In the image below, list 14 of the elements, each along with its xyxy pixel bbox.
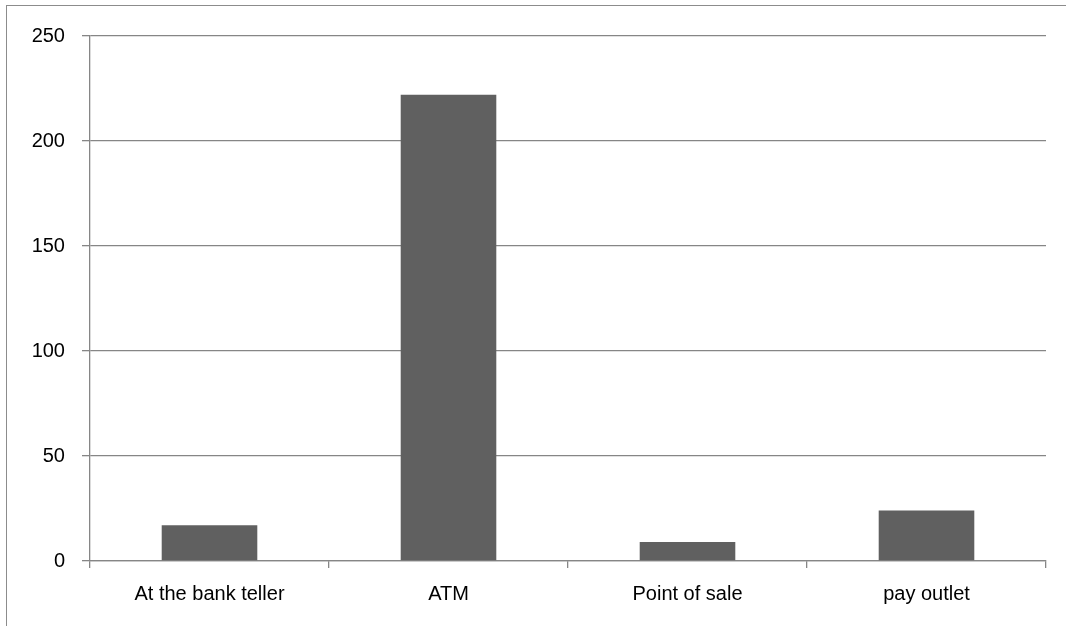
x-tick-label: pay outlet	[883, 581, 971, 604]
x-tick-label: At the bank teller	[134, 581, 285, 604]
y-tick-label: 150	[31, 233, 65, 256]
y-tick-label: 250	[31, 23, 65, 46]
x-tick-label: Point of sale	[632, 581, 743, 604]
y-tick-label: 100	[31, 338, 65, 361]
bar	[639, 542, 736, 561]
bar	[878, 510, 975, 561]
x-tick-label: ATM	[428, 581, 469, 604]
y-tick-label: 200	[31, 128, 65, 151]
y-tick-label: 0	[53, 548, 65, 571]
y-tick-label: 50	[42, 443, 65, 466]
bar	[161, 525, 258, 561]
bar	[400, 94, 497, 561]
